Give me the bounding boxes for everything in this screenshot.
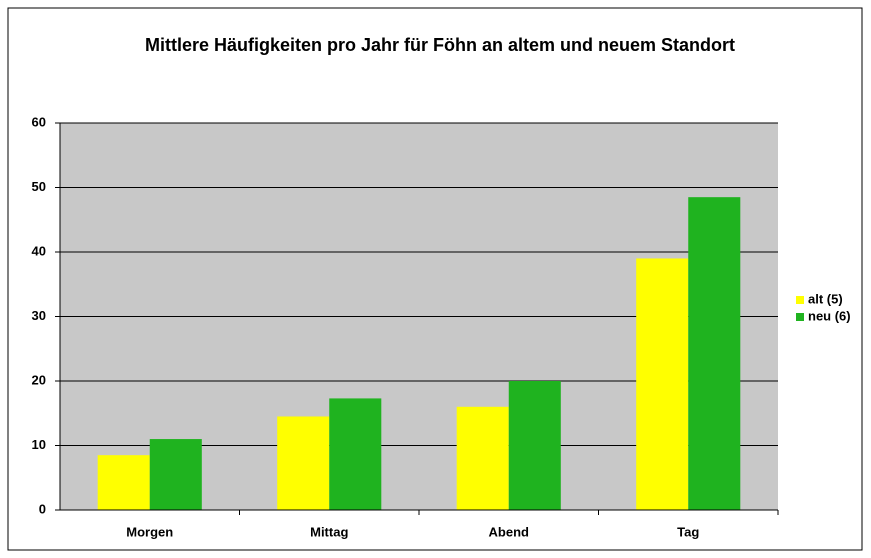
y-tick-label: 10	[32, 437, 46, 452]
y-tick-label: 60	[32, 114, 46, 129]
legend-swatch	[796, 296, 804, 304]
x-tick-label: Abend	[489, 524, 530, 539]
x-tick-label: Morgen	[126, 524, 173, 539]
legend-label: alt (5)	[808, 291, 843, 306]
legend-label: neu (6)	[808, 308, 851, 323]
bar	[149, 439, 202, 510]
x-tick-label: Mittag	[310, 524, 348, 539]
y-tick-label: 20	[32, 372, 46, 387]
y-tick-label: 0	[39, 501, 46, 516]
bar	[277, 416, 330, 510]
y-tick-label: 30	[32, 308, 46, 323]
bar	[508, 381, 561, 510]
bar	[97, 455, 150, 510]
y-tick-label: 50	[32, 179, 46, 194]
x-tick-label: Tag	[677, 524, 699, 539]
chart-title: Mittlere Häufigkeiten pro Jahr für Föhn …	[144, 35, 736, 55]
y-tick-label: 40	[32, 243, 46, 258]
bar	[456, 406, 509, 510]
bar	[329, 398, 382, 510]
legend-swatch	[796, 313, 804, 321]
bar	[636, 258, 689, 510]
bar	[688, 197, 741, 511]
